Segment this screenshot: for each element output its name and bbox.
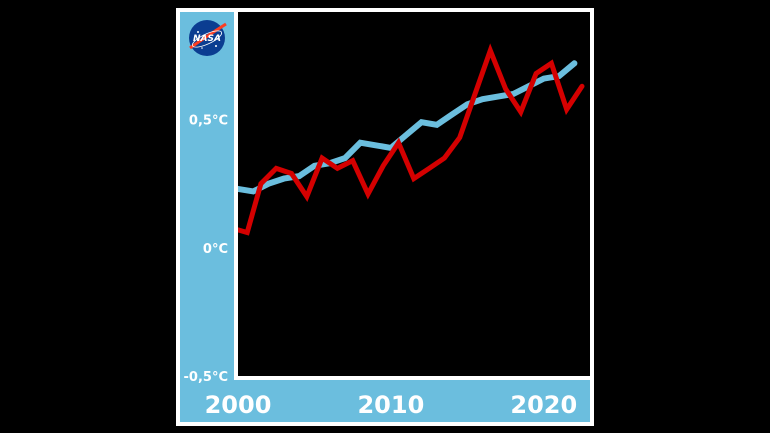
- x-axis-panel: [180, 380, 590, 422]
- x-tick-label: 2010: [357, 391, 424, 419]
- y-axis-panel: [180, 12, 234, 422]
- x-tick-labels: 2000 2010 2020: [205, 391, 578, 419]
- x-tick-label: 2000: [205, 391, 272, 419]
- y-tick-label: -0,5°C: [184, 370, 228, 385]
- nasa-logo-icon: NASA: [189, 20, 227, 56]
- plot-area: [238, 12, 590, 376]
- series-line-annual: [235, 43, 585, 236]
- series-lines: [234, 12, 590, 380]
- chart-frame: NASA 0,5°C 0°C -0,5°C 2000 2010 2020: [176, 8, 594, 426]
- y-tick-label: 0°C: [203, 242, 228, 257]
- chart-canvas: NASA 0,5°C 0°C -0,5°C 2000 2010 2020: [180, 12, 590, 422]
- x-tick-label: 2020: [510, 391, 577, 419]
- y-tick-label: 0,5°C: [189, 114, 228, 129]
- nasa-logo-text: NASA: [193, 34, 221, 44]
- y-tick-labels: 0,5°C 0°C -0,5°C: [184, 114, 228, 385]
